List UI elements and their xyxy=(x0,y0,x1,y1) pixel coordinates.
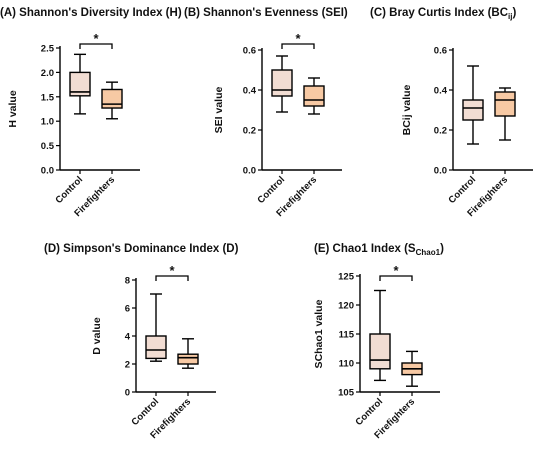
box-iqr xyxy=(69,71,91,97)
significance-bracket xyxy=(281,43,315,49)
box-iqr xyxy=(462,99,484,121)
y-tick-label: 2 xyxy=(125,360,130,371)
y-tick-label: 0.0 xyxy=(41,166,54,177)
box-iqr xyxy=(101,88,123,109)
x-tick-label: Control xyxy=(129,396,161,428)
y-tick-label: 0.2 xyxy=(243,126,256,137)
y-tick-label: 0.0 xyxy=(434,166,447,177)
panel-b-title: (B) Shannon's Evenness (SEI) xyxy=(184,7,348,19)
panels-group: 0.00.51.01.52.02.5H valueControlFirefigh… xyxy=(7,31,533,441)
y-axis-label: D value xyxy=(91,317,103,355)
y-axis-label: SChao1 value xyxy=(313,299,325,368)
y-axis-label: SEI value xyxy=(213,87,225,134)
y-axis-label: BCij value xyxy=(401,84,413,135)
box-control xyxy=(145,293,167,362)
y-tick-label: 0 xyxy=(125,388,130,399)
box-iqr xyxy=(303,85,325,107)
box-control xyxy=(271,55,293,113)
panel-a-title: (A) Shannon's Diversity Index (H) xyxy=(0,7,182,19)
significance-label: * xyxy=(169,263,175,278)
panel-c-title: (C) Bray Curtis Index (BCij) xyxy=(370,7,516,21)
panel-a: 0.00.51.01.52.02.5H valueControlFirefigh… xyxy=(7,31,140,219)
box-firefighters xyxy=(494,87,516,141)
x-tick-label: Control xyxy=(255,174,287,206)
panel-e-title: (E) Chao1 Index (SChao1) xyxy=(314,243,444,257)
box-firefighters xyxy=(401,350,423,387)
y-tick-label: 0.4 xyxy=(434,86,448,97)
box-iqr xyxy=(494,91,516,117)
x-tick-label: Control xyxy=(446,174,478,206)
y-tick-label: 2.5 xyxy=(41,44,55,55)
box-iqr xyxy=(369,333,391,370)
box-control xyxy=(369,289,391,382)
y-tick-label: 110 xyxy=(339,359,354,370)
y-tick-label: 4 xyxy=(125,332,131,343)
x-tick-label: Control xyxy=(353,396,385,428)
y-tick-label: 1.0 xyxy=(41,117,54,128)
y-tick-label: 6 xyxy=(125,304,130,315)
significance-bracket xyxy=(379,275,413,281)
y-tick-label: 2.0 xyxy=(41,68,54,79)
box-firefighters xyxy=(177,338,199,369)
panel-d-title: (D) Simpson's Dominance Index (D) xyxy=(44,243,239,255)
significance-bracket xyxy=(79,43,113,49)
x-tick-label: Control xyxy=(53,174,85,206)
box-firefighters xyxy=(101,81,123,120)
y-tick-label: 0.6 xyxy=(434,46,447,57)
box-control xyxy=(462,65,484,145)
y-tick-label: 0.4 xyxy=(243,86,257,97)
y-tick-label: 105 xyxy=(338,388,355,399)
y-tick-label: 1.5 xyxy=(41,92,55,103)
y-axis-label: H value xyxy=(7,90,19,128)
significance-label: * xyxy=(93,31,99,46)
significance-bracket xyxy=(155,275,189,281)
box-iqr xyxy=(177,353,199,365)
box-iqr xyxy=(145,335,167,360)
y-tick-label: 120 xyxy=(338,301,354,312)
y-tick-label: 8 xyxy=(125,276,130,287)
box-control xyxy=(69,53,91,115)
y-tick-label: 0.2 xyxy=(434,126,447,137)
box-iqr xyxy=(271,69,293,97)
y-tick-label: 0.5 xyxy=(41,141,55,152)
significance-label: * xyxy=(295,31,301,46)
significance-label: * xyxy=(393,263,399,278)
y-tick-label: 125 xyxy=(338,272,355,283)
box-firefighters xyxy=(303,77,325,115)
y-tick-label: 0.6 xyxy=(243,46,256,57)
y-tick-label: 115 xyxy=(339,330,355,341)
y-tick-label: 0.0 xyxy=(243,166,256,177)
